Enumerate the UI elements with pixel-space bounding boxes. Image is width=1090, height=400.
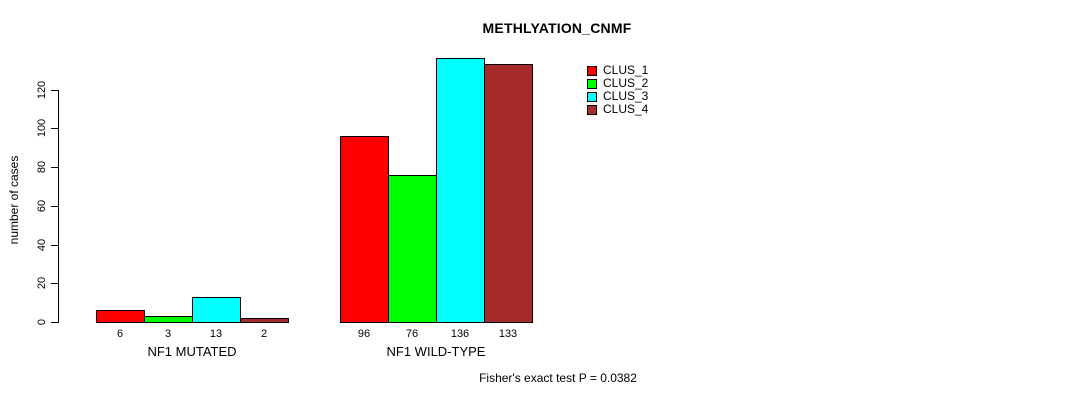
y-tick: [51, 167, 58, 168]
y-tick-label: 40: [36, 238, 48, 251]
y-tick-label: 80: [36, 160, 48, 174]
y-tick: [51, 89, 58, 91]
bar-clus_4-group1: [240, 318, 289, 323]
y-tick-label: 120: [36, 80, 48, 99]
bar-value-label: 133: [498, 328, 518, 340]
x-group-label: NF1 WILD-TYPE: [386, 344, 486, 359]
y-tick: [51, 205, 58, 207]
y-tick: [51, 283, 58, 285]
bar-value-label: 136: [450, 328, 470, 340]
legend-swatch-icon: [587, 104, 597, 115]
legend-item-clus_1: CLUS_1: [587, 64, 648, 77]
legend-item-clus_2: CLUS_2: [587, 77, 648, 90]
y-tick-label: 100: [36, 119, 48, 138]
bar-value-label: 96: [357, 328, 371, 340]
bar-clus_1-group1: [96, 310, 145, 323]
bar-value-label: 2: [260, 328, 268, 340]
legend-label: CLUS_3: [603, 89, 649, 103]
legend-label: CLUS_4: [603, 102, 649, 116]
y-tick: [51, 128, 58, 130]
legend-item-clus_3: CLUS_3: [587, 90, 648, 103]
annotation: Fisher's exact test P = 0.0382: [479, 371, 637, 385]
y-tick: [51, 244, 58, 246]
y-tick-label: 20: [36, 277, 48, 290]
bar-clus_3-group1: [192, 297, 241, 323]
legend-swatch-icon: [587, 91, 597, 102]
legend-swatch-icon: [587, 78, 597, 89]
bar-clus_1-group2: [340, 136, 389, 323]
legend-label: CLUS_2: [603, 76, 649, 90]
bar-value-label: 3: [164, 328, 172, 340]
bar-clus_2-group2: [388, 175, 437, 323]
y-tick-label: 60: [36, 199, 48, 212]
legend-swatch-icon: [587, 65, 597, 76]
bar-clus_3-group2: [436, 58, 485, 323]
bar-clus_2-group1: [144, 316, 193, 323]
chart-title: METHLYATION_CNMF: [482, 20, 632, 36]
x-group-label: NF1 MUTATED: [147, 344, 237, 359]
bar-value-label: 13: [209, 328, 223, 340]
y-tick: [51, 322, 58, 323]
bar-clus_4-group2: [484, 64, 533, 323]
legend-item-clus_4: CLUS_4: [587, 103, 648, 116]
bar-value-label: 76: [405, 328, 419, 340]
legend-label: CLUS_1: [603, 63, 649, 77]
y-axis-line: [58, 89, 59, 323]
y-axis-label: number of cases: [7, 155, 21, 245]
y-tick-label: 0: [36, 318, 48, 326]
bar-value-label: 6: [116, 328, 124, 340]
legend: CLUS_1 CLUS_2 CLUS_3 CLUS_4: [587, 64, 648, 116]
